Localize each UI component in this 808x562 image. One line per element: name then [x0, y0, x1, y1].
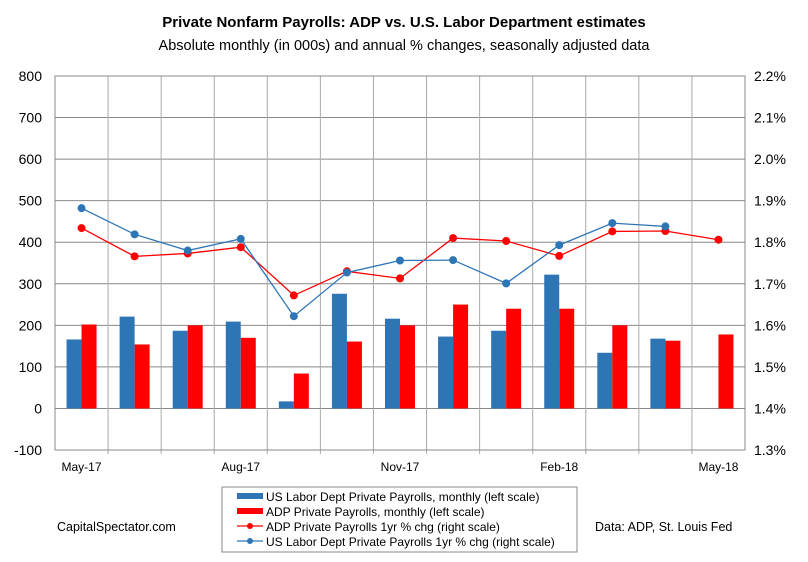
left-tick-label: 800: [19, 68, 43, 84]
point-adp-yoy: [77, 224, 86, 233]
lines: [77, 204, 723, 321]
point-adp-yoy: [502, 236, 511, 245]
left-tick-label: 500: [19, 193, 43, 209]
bar-us-labor-Feb-18: [544, 274, 560, 409]
x-tick-label: May-17: [62, 460, 102, 474]
legend: US Labor Dept Private Payrolls, monthly …: [237, 490, 555, 549]
legend-label: ADP Private Payrolls, monthly (left scal…: [266, 505, 485, 519]
left-tick-label: 0: [34, 400, 42, 416]
legend-box: [221, 486, 578, 553]
right-tick-label: 1.9%: [754, 193, 786, 209]
right-tick-label: 2.0%: [754, 151, 786, 167]
bar-adp-Aug-17: [240, 337, 256, 409]
point-us-labor-yoy: [289, 312, 298, 321]
bar-us-labor-Apr-18: [650, 338, 666, 409]
axis-ticks: -100 0 100 200 300 400 500 600 700 800 1.3% 1.4% 1.5…: [14, 68, 786, 474]
right-tick-label: 1.3%: [754, 442, 786, 458]
x-tick-label: May-18: [698, 460, 738, 474]
footer-source-site: CapitalSpectator.com: [57, 520, 176, 534]
x-tick-label: Nov-17: [381, 460, 420, 474]
point-adp-yoy: [289, 291, 298, 300]
legend-label: US Labor Dept Private Payrolls 1yr % chg…: [266, 535, 555, 549]
legend-swatch: [237, 493, 263, 499]
bar-adp-Mar-18: [612, 325, 628, 409]
bar-adp-Nov-17: [400, 325, 415, 409]
left-tick-label: 200: [19, 317, 43, 333]
x-tick-label: Feb-18: [540, 460, 578, 474]
point-adp-yoy: [608, 227, 617, 236]
right-tick-label: 2.2%: [754, 68, 786, 84]
bar-adp-May-17: [81, 324, 97, 409]
point-us-labor-yoy: [77, 204, 86, 213]
point-adp-yoy: [714, 235, 723, 244]
x-tick-label: Aug-17: [221, 460, 260, 474]
bar-us-labor-May-17: [66, 339, 82, 409]
legend-swatch: [237, 508, 263, 514]
point-adp-yoy: [236, 243, 245, 252]
right-tick-label: 1.7%: [754, 276, 786, 292]
point-us-labor-yoy: [661, 222, 670, 231]
footer-data-credit: Data: ADP, St. Louis Fed: [595, 520, 732, 534]
bar-us-labor-Nov-17: [385, 318, 400, 409]
left-tick-label: 400: [19, 234, 43, 250]
point-us-labor-yoy: [183, 246, 192, 255]
right-tick-label: 1.8%: [754, 234, 786, 250]
bar-us-labor-Sep-17: [278, 401, 294, 409]
left-tick-label: 700: [19, 110, 43, 126]
bar-adp-Jan-18: [506, 308, 522, 409]
bar-us-labor-Mar-18: [597, 352, 613, 409]
legend-label: ADP Private Payrolls 1yr % chg (right sc…: [266, 520, 500, 534]
left-tick-label: 300: [19, 276, 43, 292]
bar-us-labor-Aug-17: [225, 321, 241, 409]
bar-us-labor-Jan-18: [491, 330, 507, 409]
bar-adp-May-18: [718, 334, 734, 409]
bar-us-labor-Oct-17: [331, 293, 347, 409]
plot-frame: [54, 75, 746, 451]
legend-swatch-marker: [247, 538, 253, 544]
right-tick-label: 1.6%: [754, 317, 786, 333]
point-adp-yoy: [396, 274, 404, 283]
point-us-labor-yoy: [342, 268, 351, 277]
point-us-labor-yoy: [555, 241, 564, 250]
right-tick-label: 2.1%: [754, 110, 786, 126]
bar-adp-Feb-18: [559, 308, 575, 409]
chart-subtitle: Absolute monthly (in 000s) and annual % …: [159, 38, 651, 54]
bar-adp-Dec-17: [453, 304, 469, 409]
bar-adp-Sep-17: [293, 373, 309, 409]
point-us-labor-yoy: [502, 279, 511, 288]
point-us-labor-yoy: [449, 256, 458, 265]
left-tick-label: 100: [19, 359, 43, 375]
point-us-labor-yoy: [130, 230, 139, 239]
point-adp-yoy: [555, 251, 564, 260]
line-us-labor-yoy: [81, 207, 666, 318]
bar-us-labor-Jul-17: [172, 330, 188, 409]
point-us-labor-yoy: [396, 256, 404, 265]
gridlines: [55, 75, 745, 454]
bars: [66, 274, 734, 409]
left-tick-label: 600: [19, 151, 43, 167]
bar-adp-Apr-18: [665, 340, 681, 409]
left-tick-label: -100: [14, 442, 42, 458]
chart-title: Private Nonfarm Payrolls: ADP vs. U.S. L…: [162, 14, 646, 31]
point-us-labor-yoy: [236, 234, 245, 243]
point-adp-yoy: [130, 252, 139, 261]
right-tick-label: 1.4%: [754, 400, 786, 416]
bar-us-labor-Dec-17: [438, 336, 454, 409]
point-adp-yoy: [449, 234, 458, 243]
legend-label: US Labor Dept Private Payrolls, monthly …: [266, 490, 539, 504]
point-us-labor-yoy: [608, 219, 617, 228]
bar-adp-Jun-17: [134, 344, 150, 409]
bar-adp-Jul-17: [187, 325, 203, 409]
bar-us-labor-Jun-17: [119, 316, 135, 409]
legend-swatch-marker: [247, 523, 253, 529]
bar-adp-Oct-17: [346, 341, 362, 409]
right-tick-label: 1.5%: [754, 359, 786, 375]
